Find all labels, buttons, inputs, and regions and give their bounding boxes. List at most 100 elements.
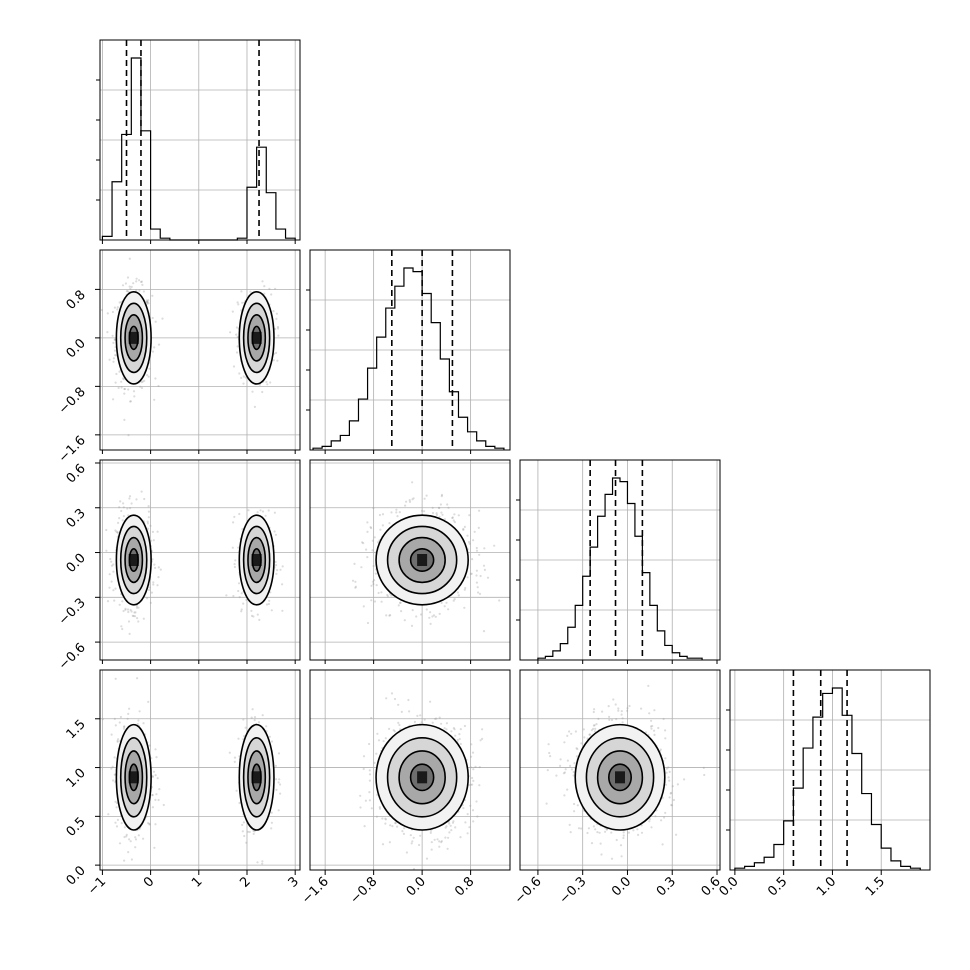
scatter-point <box>378 807 382 810</box>
scatter-point <box>161 317 164 320</box>
scatter-point <box>275 312 278 315</box>
scatter-point <box>111 334 114 337</box>
scatter-point <box>114 587 117 590</box>
scatter-point <box>403 827 406 830</box>
scatter-point <box>446 503 449 506</box>
scatter-point <box>454 826 457 829</box>
scatter-point <box>146 374 149 377</box>
scatter-point <box>150 591 153 594</box>
scatter-point <box>110 767 113 770</box>
scatter-point <box>672 798 676 802</box>
scatter-point <box>368 799 371 802</box>
scatter-point <box>120 380 123 383</box>
scatter-point <box>373 600 377 603</box>
contour-1-0-1 <box>119 525 148 595</box>
scatter-point <box>274 764 277 768</box>
scatter-point <box>128 838 131 841</box>
scatter-point <box>142 617 145 620</box>
scatter-point <box>147 505 150 508</box>
scatter-point <box>447 836 450 839</box>
scatter-point <box>120 625 123 628</box>
scatter-point <box>360 566 363 569</box>
scatter-point <box>420 613 423 616</box>
scatter-point <box>433 838 436 841</box>
scatter-point <box>398 601 402 605</box>
scatter-point <box>130 502 133 505</box>
scatter-point <box>236 301 239 304</box>
scatter-point <box>110 580 113 583</box>
scatter-point <box>450 730 453 733</box>
scatter-point <box>121 377 125 380</box>
scatter-point <box>127 712 130 716</box>
scatter-point <box>362 542 365 545</box>
scatter-point <box>128 707 131 710</box>
scatter-point <box>409 834 412 837</box>
scatter-point <box>106 331 109 334</box>
scatter-point <box>479 574 482 578</box>
scatter-point <box>122 506 125 509</box>
scatter-point <box>251 708 254 711</box>
scatter-point <box>118 370 121 373</box>
scatter-point <box>670 803 673 807</box>
scatter-point <box>475 546 478 550</box>
scatter-point <box>151 806 154 809</box>
scatter-point <box>548 751 551 755</box>
scatter-point <box>248 830 251 834</box>
scatter-point <box>129 287 132 290</box>
scatter-point <box>270 811 273 814</box>
scatter-point <box>142 837 145 840</box>
scatter-point <box>431 615 434 618</box>
scatter-point <box>240 610 243 613</box>
scatter-point <box>373 761 376 765</box>
scatter-point <box>157 566 160 569</box>
scatter-point <box>147 527 150 530</box>
contour-1-1-2 <box>247 536 267 584</box>
scatter-point <box>275 564 278 567</box>
scatter-point <box>129 608 132 612</box>
scatter-point <box>657 726 660 730</box>
scatter-point <box>371 549 374 552</box>
scatter-point <box>151 558 154 561</box>
scatter-point <box>110 560 113 563</box>
scatter-point <box>667 766 670 769</box>
scatter-point <box>498 599 501 602</box>
scatter-point <box>141 283 144 286</box>
contour-2-0-0 <box>115 723 152 831</box>
scatter-point <box>450 829 453 832</box>
scatter-point <box>105 528 108 532</box>
scatter-point <box>156 584 159 587</box>
scatter-point <box>431 721 434 724</box>
scatter-point <box>398 510 401 514</box>
scatter-point <box>123 859 126 862</box>
scatter-point <box>471 751 475 754</box>
scatter-point <box>148 586 151 589</box>
scatter-point <box>151 793 154 797</box>
scatter-point <box>128 285 131 288</box>
scatter-point <box>134 846 137 849</box>
scatter-point <box>440 511 443 514</box>
scatter-point <box>235 351 239 354</box>
scatter-point <box>354 580 357 583</box>
scatter-point <box>423 510 426 513</box>
scatter-point <box>143 497 146 501</box>
scatter-point <box>281 609 284 612</box>
scatter-point <box>403 619 406 622</box>
scatter-point <box>130 285 133 288</box>
scatter-point <box>451 516 454 519</box>
scatter-point <box>119 715 122 719</box>
histogram-p3 <box>734 687 921 870</box>
scatter-point <box>275 778 278 781</box>
scatter-point <box>469 766 472 769</box>
scatter-point <box>431 511 435 515</box>
scatter-point <box>463 525 466 529</box>
scatter-point <box>127 388 130 391</box>
scatter-point <box>127 610 130 614</box>
scatter-point <box>665 771 668 774</box>
scatter-point <box>135 604 139 608</box>
scatter-point <box>396 825 399 828</box>
scatter-point <box>640 831 644 834</box>
scatter-point <box>562 772 566 775</box>
scatter-point <box>146 522 149 525</box>
scatter-point <box>374 572 377 575</box>
scatter-point <box>105 549 108 552</box>
